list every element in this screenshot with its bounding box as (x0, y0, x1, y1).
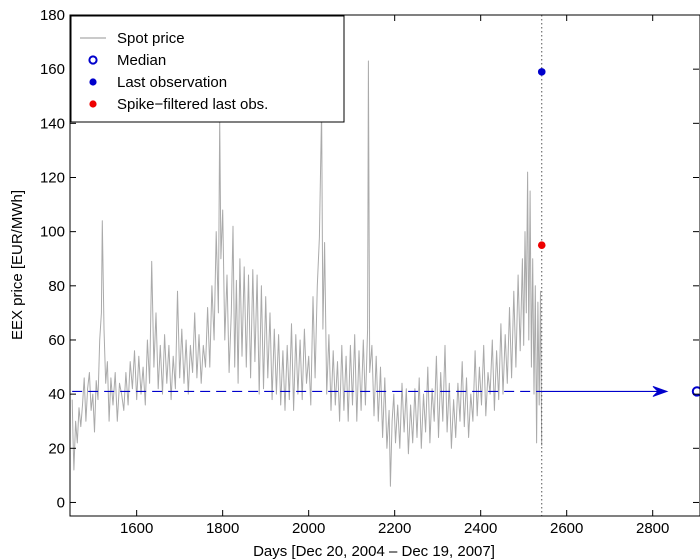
median-projection-arrowhead (652, 385, 669, 397)
legend-spike-filtered-swatch (89, 100, 97, 108)
ticks-layer: 1600 1800 2000 2200 2400 2600 2800 0 20 40 60 80 100… (40, 7, 699, 537)
x-tick-label: 2000 (292, 520, 325, 537)
x-tick-label: 2600 (550, 520, 583, 537)
axes-layer (69, 14, 700, 517)
y-tick-label: 60 (48, 332, 65, 349)
y-tick-label: 120 (40, 169, 65, 186)
spot-price-line (71, 60, 543, 487)
legend: Spot price Median Last observation Spike… (70, 15, 345, 123)
x-tick-label: 2400 (464, 520, 497, 537)
x-tick-label: 2800 (636, 520, 669, 537)
series-layer (71, 60, 543, 487)
legend-last-observation-swatch (89, 78, 97, 86)
median-marker (691, 386, 700, 397)
y-tick-label: 20 (48, 440, 65, 457)
y-tick-label: 80 (48, 278, 65, 295)
legend-last-observation-label: Last observation (117, 74, 227, 91)
legend-spike-filtered-label: Spike−filtered last obs. (117, 96, 268, 113)
x-tick-label: 1600 (120, 520, 153, 537)
y-tick-label: 160 (40, 61, 65, 78)
x-tick-label: 2200 (378, 520, 411, 537)
y-tick-label: 40 (48, 386, 65, 403)
axes-frame (69, 14, 700, 517)
y-tick-label: 100 (40, 224, 65, 241)
y-tick-label: 0 (57, 494, 65, 511)
y-tick-label: 180 (40, 7, 65, 24)
y-tick-label: 140 (40, 115, 65, 132)
legend-spot-price-label: Spot price (117, 30, 185, 47)
last-observation-point (537, 68, 546, 76)
legend-box (70, 15, 345, 123)
legend-median-swatch (88, 55, 98, 65)
legend-median-label: Median (117, 52, 166, 69)
x-axis-title: Days [Dec 20, 2004 – Dec 19, 2007] (253, 543, 495, 560)
spike-filtered-last-obs-point (537, 241, 546, 249)
x-tick-label: 1800 (206, 520, 239, 537)
marker-layer (72, 15, 700, 516)
y-axis-title: EEX price [EUR/MWh] (9, 190, 26, 340)
